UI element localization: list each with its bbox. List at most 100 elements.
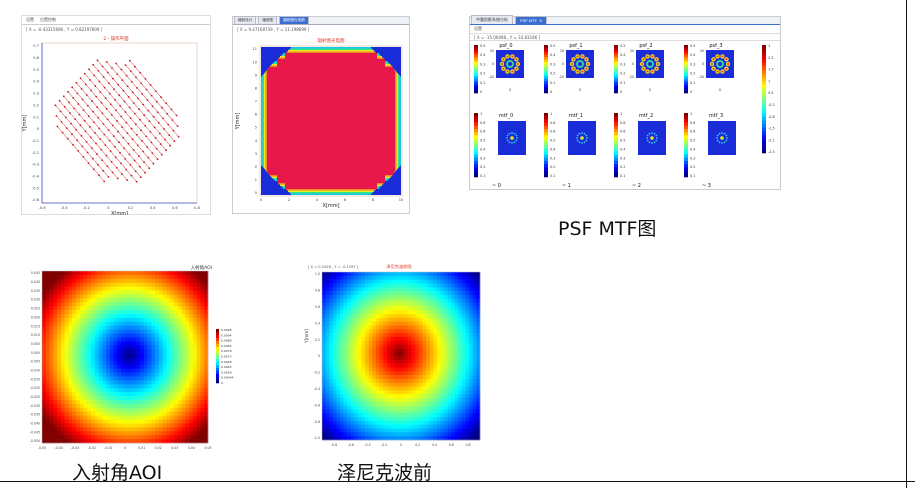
wavefront-cell	[361, 386, 366, 391]
wavefront-cell	[357, 417, 362, 422]
wavefront-cell	[436, 417, 441, 422]
wavefront-cell	[404, 432, 409, 437]
wavefront-cell	[357, 348, 362, 353]
mtf-colorbar-segment	[614, 113, 618, 117]
aoi-cell	[64, 364, 69, 370]
aoi-cell	[155, 282, 160, 287]
wavefront-cell	[357, 390, 362, 395]
wavefront-cell	[415, 386, 420, 391]
aoi-cell	[57, 282, 62, 287]
wavefront-cell	[368, 333, 373, 338]
wavefront-cell	[322, 428, 326, 433]
aoi-cell	[185, 384, 190, 389]
tab-radiation-map[interactable]: 辐射图	[258, 16, 278, 24]
aoi-cell	[136, 353, 141, 358]
wavefront-cell	[440, 314, 445, 319]
aoi-cell	[117, 337, 122, 342]
aoi-heatmap[interactable]: 入射角AOI0.0450.0400.0350.0300.0250.0200.01…	[26, 263, 239, 455]
wavefront-cell	[325, 432, 330, 437]
wavefront-cell	[401, 348, 405, 353]
zernike-heatmap[interactable]: [ X = 0.1026 , Y = -0.1297 ] 泽尼克波前图1.00.8…	[304, 263, 486, 448]
wavefront-cell	[408, 352, 413, 357]
ray-point	[84, 83, 87, 86]
settings-menu[interactable]: 设置	[474, 26, 482, 31]
wavefront-cell	[408, 321, 413, 326]
wavefront-cell	[462, 275, 466, 280]
mtf-colorbar-segment	[684, 122, 688, 127]
psf-mtf-grid[interactable]: 0.50.40.30.20.10psf_0200-2000.50.40.30.2…	[470, 41, 780, 189]
aoi-cell	[181, 364, 186, 370]
aoi-cell	[170, 314, 175, 319]
aoi-cell	[140, 431, 145, 436]
wavefront-cell	[444, 390, 448, 395]
wavefront-cell	[329, 348, 334, 353]
close-icon[interactable]: ✕	[539, 18, 543, 23]
tab-psf-mtf[interactable]: PSF MTF ✕	[515, 16, 548, 24]
ray-point	[54, 104, 57, 107]
wavefront-cell	[372, 371, 377, 376]
tab-radiation-design[interactable]: 辐射设计	[234, 16, 257, 24]
aoi-cell	[192, 364, 197, 370]
wavefront-cell	[379, 401, 384, 406]
tab-radiation-photo-map[interactable]: 辐射图光电图	[279, 16, 309, 24]
right-colorbar-segment	[762, 99, 766, 103]
wavefront-cell	[408, 325, 413, 330]
aoi-cell	[136, 298, 141, 303]
aoi-cell	[192, 271, 197, 276]
tab-system-analysis[interactable]: 中重投影系统分析	[471, 15, 513, 24]
aoi-cell	[140, 349, 145, 354]
aoi-cell	[75, 435, 81, 440]
aoi-cell	[53, 403, 58, 409]
aoi-cell	[57, 411, 62, 416]
aoi-cell	[60, 439, 65, 444]
wavefront-cell	[429, 317, 434, 322]
aoi-cell	[121, 294, 126, 299]
aoi-cell	[57, 329, 62, 334]
aoi-cell	[181, 286, 186, 291]
aoi-cell	[91, 357, 96, 362]
wavefront-cell	[415, 398, 420, 403]
psf-colorbar-segment	[684, 78, 688, 82]
aoi-cell	[136, 278, 141, 284]
aoi-cell	[53, 435, 58, 440]
wavefront-cell	[451, 390, 456, 395]
ray-point	[122, 89, 125, 92]
settings-tab[interactable]: 设置	[26, 17, 34, 22]
aoi-cell	[200, 271, 205, 276]
aoi-cell	[181, 427, 186, 432]
aoi-cell	[57, 403, 62, 409]
wavefront-cell	[350, 298, 355, 303]
wavefront-cell	[404, 378, 409, 384]
wavefront-cell	[386, 386, 391, 391]
wavefront-cell	[422, 344, 427, 349]
aoi-cell	[45, 423, 50, 428]
wavefront-cell	[429, 382, 434, 387]
wavefront-cell	[365, 413, 369, 418]
wavefront-cell	[476, 340, 481, 345]
aoi-cell	[151, 407, 156, 413]
ray-point	[119, 151, 121, 154]
aoi-cell	[121, 349, 126, 354]
aoi-cell	[166, 310, 171, 315]
wavefront-cell	[444, 294, 448, 300]
aoi-cell	[196, 325, 201, 330]
wavefront-cell	[465, 432, 470, 437]
wavefront-cell	[408, 394, 413, 399]
aoi-cell	[53, 298, 58, 303]
aoi-cell	[98, 310, 103, 315]
position-control-tab[interactable]: 位置控制	[40, 17, 56, 22]
aoi-cell	[189, 314, 194, 319]
mtf-colorbar-segment	[614, 141, 618, 146]
wavefront-cell	[375, 367, 380, 372]
colorbar-segment	[216, 341, 219, 345]
aoi-cell	[196, 384, 201, 389]
ray-point	[137, 97, 139, 100]
aoi-cell	[121, 357, 126, 362]
mtf-colorbar-label: 0.5	[690, 139, 695, 143]
wavefront-cell	[436, 375, 441, 380]
wavefront-cell	[365, 420, 369, 426]
scatter-plot[interactable]: 2 - 操作平面0.70.60.50.40.30.20.10-0.1-0.2-0…	[22, 33, 210, 217]
aoi-cell	[147, 384, 152, 389]
aoi-cell	[113, 325, 118, 330]
